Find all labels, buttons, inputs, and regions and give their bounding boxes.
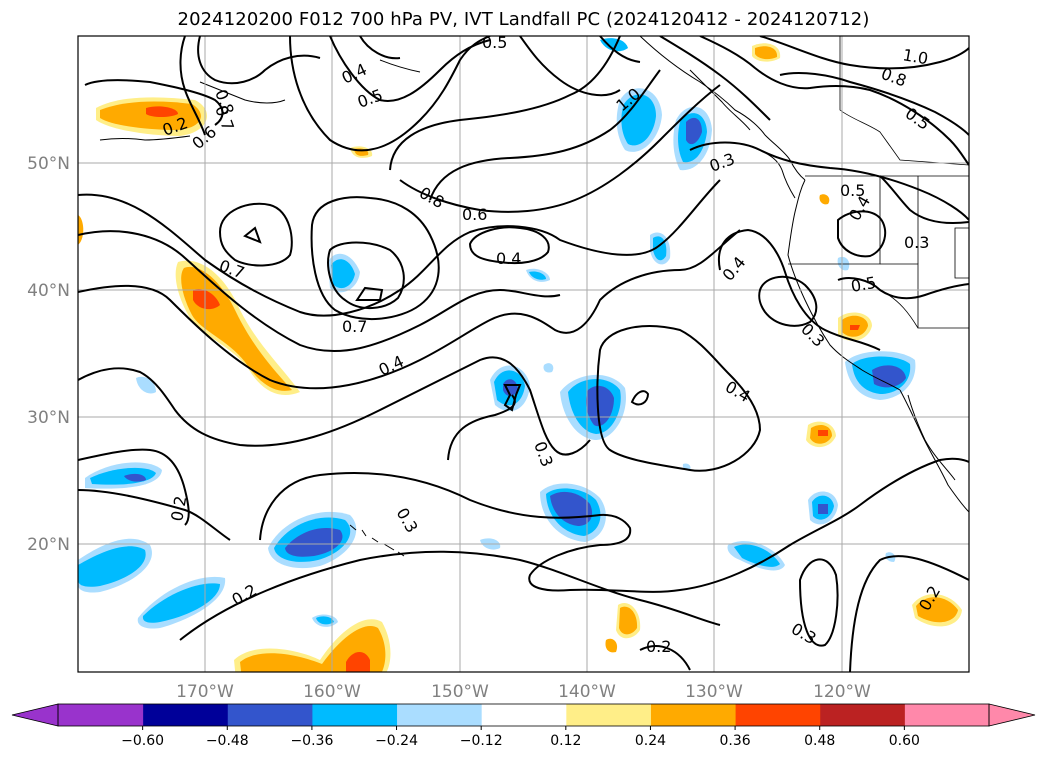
colorbar-bin xyxy=(904,704,990,726)
lon-label: 150°W xyxy=(431,682,489,702)
colorbar-bin xyxy=(396,704,482,726)
negative-anomaly-patch xyxy=(124,473,146,482)
colorbar-tick-label: 0.24 xyxy=(635,733,666,749)
lon-label: 130°W xyxy=(685,682,743,702)
negative-anomaly-patch xyxy=(818,504,828,514)
contour-label: 0.5 xyxy=(482,33,507,52)
colorbar-bin xyxy=(227,704,313,726)
colorbar-low-extension xyxy=(11,703,59,727)
colorbar-high-extension xyxy=(988,703,1036,727)
negative-anomaly-patch xyxy=(872,365,906,388)
colorbar-tick-label: −0.60 xyxy=(121,733,164,749)
negative-anomaly-patch xyxy=(316,616,334,625)
colorbar-bin xyxy=(58,704,144,726)
latitude-labels: 50°N 40°N 30°N 20°N xyxy=(27,154,70,555)
colorbar-tick-label: −0.36 xyxy=(290,733,333,749)
lon-label: 140°W xyxy=(558,682,616,702)
colorbar-bin xyxy=(819,704,905,726)
negative-anomaly-patch xyxy=(285,528,343,557)
colorbar-tick-label: 0.12 xyxy=(550,733,581,749)
lon-label: 160°W xyxy=(303,682,361,702)
colorbar-bin xyxy=(565,704,651,726)
colorbar-tick-label: −0.48 xyxy=(206,733,249,749)
positive-anomaly-patch xyxy=(193,288,220,310)
positive-anomaly-patch xyxy=(755,46,778,60)
colorbar-frame xyxy=(57,703,990,727)
map-frame xyxy=(77,35,970,673)
pv-contours xyxy=(78,36,969,672)
positive-anomaly-patch xyxy=(346,652,370,672)
negative-anomaly-patch xyxy=(586,385,614,427)
negative-anomaly-patch xyxy=(734,544,780,567)
contour-label: 0.2 xyxy=(167,494,190,522)
map-title: 2024120200 F012 700 hPa PV, IVT Landfall… xyxy=(177,9,870,30)
negative-anomaly-patch xyxy=(78,546,146,587)
colorbar-bin xyxy=(650,704,736,726)
contour-label: 0.3 xyxy=(904,233,929,252)
map-plot-area: 0.5 0.4 0.5 1.0 0.8 0.5 0.8 0.7 0.6 0.2 … xyxy=(78,33,969,672)
positive-anomaly-patch xyxy=(819,194,830,205)
positive-anomaly-patch xyxy=(818,430,828,436)
colorbar-bin xyxy=(735,704,821,726)
negative-anomaly-patch xyxy=(331,259,355,289)
colorbar-tick-label: 0.60 xyxy=(889,733,920,749)
positive-anomaly-patch xyxy=(916,597,958,623)
contour-label: 0.5 xyxy=(840,181,865,200)
contour-label: 0.6 xyxy=(462,205,487,224)
negative-anomaly-patch xyxy=(503,379,518,396)
colorbar: −0.60 −0.48 −0.36 −0.24 −0.12 0.12 0.24 0.36 0.4… xyxy=(11,703,1036,749)
lat-label: 40°N xyxy=(27,281,70,301)
colorbar-tick-label: −0.12 xyxy=(460,733,503,749)
positive-anomaly-patch xyxy=(78,215,84,245)
longitude-labels: 170°W 160°W 150°W 140°W 130°W 120°W xyxy=(176,682,871,702)
negative-anomaly-patch xyxy=(621,94,656,146)
contour-label: 0.4 xyxy=(496,249,521,268)
negative-anomaly-patch xyxy=(686,117,702,145)
colorbar-tick-label: 0.36 xyxy=(720,733,751,749)
lat-label: 30°N xyxy=(27,408,70,428)
positive-anomaly-patch xyxy=(619,606,638,635)
colorbar-bin xyxy=(142,704,228,726)
shaded-anomaly-layer xyxy=(78,38,962,672)
negative-anomaly-patch xyxy=(529,271,546,280)
lon-label: 120°W xyxy=(813,682,871,702)
colorbar-bin xyxy=(311,704,398,726)
contour-label: 0.2 xyxy=(646,637,671,656)
lat-label: 50°N xyxy=(27,154,70,174)
lon-label: 170°W xyxy=(176,682,234,702)
positive-anomaly-patch xyxy=(605,638,618,653)
colorbar-tick-label: −0.24 xyxy=(375,733,418,749)
colorbar-bin xyxy=(481,704,567,726)
colorbar-tick-label: 0.48 xyxy=(804,733,835,749)
negative-anomaly-patch xyxy=(543,363,554,373)
state-borders xyxy=(788,36,969,329)
positive-anomaly-patch xyxy=(146,106,178,117)
positive-anomaly-patch xyxy=(850,325,860,330)
contour-label: 1.0 xyxy=(901,45,929,68)
lat-label: 20°N xyxy=(27,535,70,555)
contour-label: 0.5 xyxy=(849,273,877,296)
negative-anomaly-patch xyxy=(600,38,628,52)
contour-label: 0.7 xyxy=(342,317,367,336)
negative-anomaly-patch xyxy=(142,583,220,623)
